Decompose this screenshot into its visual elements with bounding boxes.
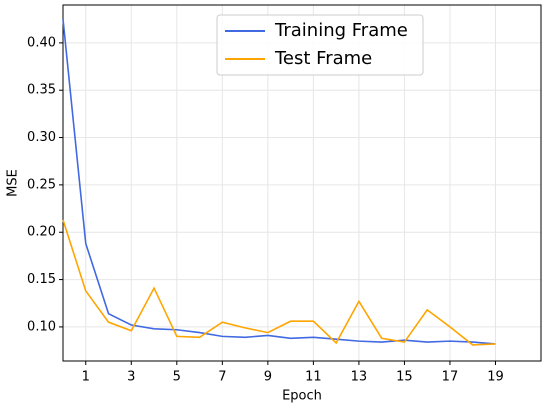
x-axis-label: Epoch: [282, 389, 322, 404]
x-tick-label: 7: [218, 370, 226, 385]
series-line: [62, 19, 496, 345]
y-axis-label: MSE: [6, 169, 21, 197]
y-tick-label: 0.25: [27, 177, 56, 192]
y-tick-label: 0.30: [27, 130, 56, 145]
x-tick-label: 19: [487, 370, 504, 385]
x-tick-label: 9: [264, 370, 272, 385]
x-tick-label: 13: [351, 370, 368, 385]
y-tick-label: 0.15: [27, 272, 56, 287]
x-tick-label: 3: [127, 370, 135, 385]
x-tick-label: 1: [82, 370, 90, 385]
y-tick-label: 0.10: [27, 319, 56, 334]
legend-label: Training Frame: [274, 20, 408, 41]
x-tick-label: 11: [305, 370, 322, 385]
x-tick-label: 15: [396, 370, 413, 385]
legend-label: Test Frame: [274, 48, 372, 69]
y-tick-label: 0.35: [27, 83, 56, 98]
y-tick-label: 0.20: [27, 225, 56, 240]
series-line: [62, 219, 496, 346]
x-tick-label: 17: [442, 370, 459, 385]
y-tick-label: 0.40: [27, 35, 56, 50]
x-tick-label: 5: [173, 370, 181, 385]
plot-frame: [62, 4, 542, 362]
legend-box: [216, 14, 424, 76]
